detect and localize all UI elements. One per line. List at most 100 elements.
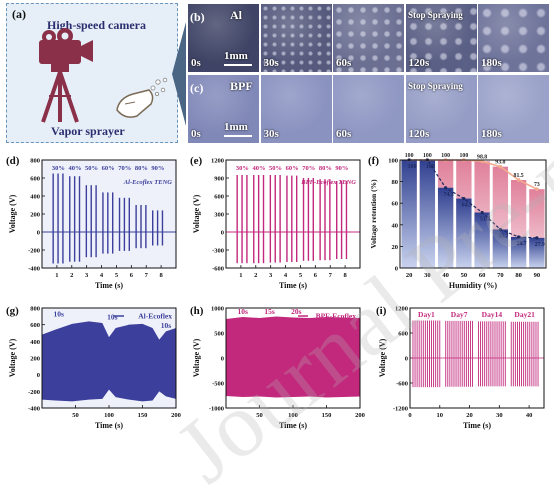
x-tick-label: 4: [100, 272, 104, 279]
bar-blue: [437, 187, 454, 268]
frame-al-0s: 0s: [188, 4, 259, 72]
retention-point-blue: [444, 186, 448, 190]
frame-time-label: 0s: [191, 57, 201, 69]
y-axis-label: Voltage (V): [192, 338, 201, 377]
humidity-label: 90%: [335, 165, 348, 172]
x-tick-label: 0: [408, 412, 411, 419]
y-tick-label: -500: [212, 381, 224, 388]
frame-time-label: 180s: [481, 57, 502, 69]
x-axis-label: Time (s): [95, 281, 123, 290]
panel-a-letter: (a): [12, 7, 26, 21]
y-tick-label: 300: [214, 212, 224, 219]
bar-blue: [474, 212, 490, 268]
plot-frame: [225, 307, 361, 409]
x-tick-label: 1: [55, 272, 58, 279]
humidity-label: 80%: [135, 165, 148, 172]
y-axis-label: Voltage retention (%): [369, 179, 378, 249]
y-tick-label: 0: [37, 372, 40, 379]
panel-c-strip: (c) 0s 30s 60s 120s 180s BPF 1mm Stop Spraying: [188, 75, 550, 143]
data-label-red: 98.8: [477, 154, 487, 160]
humidity-label: 50%: [269, 165, 282, 172]
retention-point-blue: [517, 235, 521, 239]
frame-al-60s: 60s: [333, 4, 404, 72]
y-tick-label: 800: [30, 158, 40, 165]
x-tick-label: 50: [461, 272, 468, 279]
y-tick-label: -600: [212, 266, 224, 273]
chart-g: (g) 800 600 400 200 0 -200 -400 50 100 150 200 Time …: [6, 305, 181, 430]
x-axis-label: Time (s): [279, 421, 307, 430]
y-tick-label: 400: [30, 339, 40, 346]
y-tick-label: 0: [221, 356, 224, 363]
y-tick-label: -1200: [393, 406, 408, 413]
y-axis-label: Voltage (V): [8, 338, 17, 377]
y-tick-label: 0: [37, 230, 40, 237]
frame-time-label: 180s: [481, 128, 502, 140]
frame-bpf-180s: 180s: [478, 75, 549, 143]
y-tick-label: 600: [398, 331, 408, 338]
x-tick-label: 70: [497, 272, 504, 279]
x-tick-label: 30: [496, 412, 503, 419]
y-tick-label: 1200: [211, 158, 224, 165]
x-tick-label: 6: [130, 272, 134, 279]
x-tick-label: 8: [343, 272, 347, 279]
frame-time-label: 30s: [263, 128, 279, 140]
x-tick-label: 8: [159, 272, 163, 279]
scale-bar-label: 1mm: [224, 50, 248, 62]
frame-time-label: 60s: [336, 57, 352, 69]
y-tick-label: 600: [214, 194, 224, 201]
y-tick-label: -600: [396, 381, 408, 388]
x-tick-label: 7: [329, 272, 333, 279]
data-label-red: 100: [423, 153, 432, 159]
frame-time-label: 120s: [408, 128, 430, 140]
x-tick-label: 200: [355, 412, 365, 419]
x-tick-label: 100: [104, 412, 114, 419]
plot-frame: [41, 307, 177, 409]
interval-annotation: 10s: [107, 313, 118, 322]
retention-point-red: [516, 178, 521, 182]
retention-point-blue: [480, 210, 484, 215]
camera-tripod-icon: [39, 28, 93, 123]
y-tick-label: -400: [28, 266, 40, 273]
data-label-red: 73: [534, 182, 540, 188]
day-label: Day14: [482, 310, 503, 319]
y-tick-label: 0: [405, 356, 408, 363]
x-tick-label: 3: [85, 272, 89, 279]
x-tick-label: 80: [515, 272, 522, 279]
x-tick-label: 150: [322, 412, 332, 419]
plot-frame: [409, 307, 545, 409]
x-tick-label: 150: [138, 412, 148, 419]
x-tick-label: 50: [72, 412, 79, 419]
data-label-blue: 100: [426, 164, 435, 170]
plot-frame: [225, 159, 361, 269]
x-tick-label: 20: [406, 272, 413, 279]
y-tick-label: 60: [392, 201, 399, 208]
chart-e: (e) 1200 900 600 300 0 -300 -600 1 2 3 4 5 6 7 8 Time (s…: [190, 155, 361, 290]
humidity-label: 60%: [102, 165, 115, 172]
frame-time-label: 0s: [191, 128, 201, 140]
y-tick-label: 1200: [395, 306, 408, 313]
humidity-label: 50%: [85, 165, 98, 172]
x-axis-label: Time (s): [279, 281, 307, 290]
panel-letter: (d): [6, 155, 20, 167]
y-tick-label: 800: [30, 306, 40, 313]
y-tick-label: 500: [214, 331, 224, 338]
y-tick-label: 400: [30, 194, 40, 201]
data-label-blue: 74.3: [444, 192, 454, 198]
data-label-blue: 51.4: [480, 216, 490, 222]
camera-label: High-speed camera: [47, 18, 146, 32]
chart-legend: BPF-Ecoflex TENG: [300, 179, 356, 186]
frame-bpf-120s: 120s: [405, 75, 477, 143]
frame-bpf-60s: 60s: [333, 75, 404, 143]
scale-bar: [224, 135, 252, 137]
y-tick-label: 0: [395, 266, 398, 273]
humidity-label: 30%: [52, 165, 65, 172]
frame-al-180s: 180s: [478, 4, 549, 72]
day-label: Day1: [418, 310, 435, 319]
x-tick-label: 100: [288, 412, 298, 419]
y-tick-label: 100: [388, 158, 398, 165]
plot-background: [226, 160, 360, 268]
scale-bar: [224, 64, 252, 66]
x-tick-label: 20: [466, 412, 473, 419]
bar-blue: [510, 237, 527, 268]
x-tick-label: 5: [299, 272, 303, 279]
